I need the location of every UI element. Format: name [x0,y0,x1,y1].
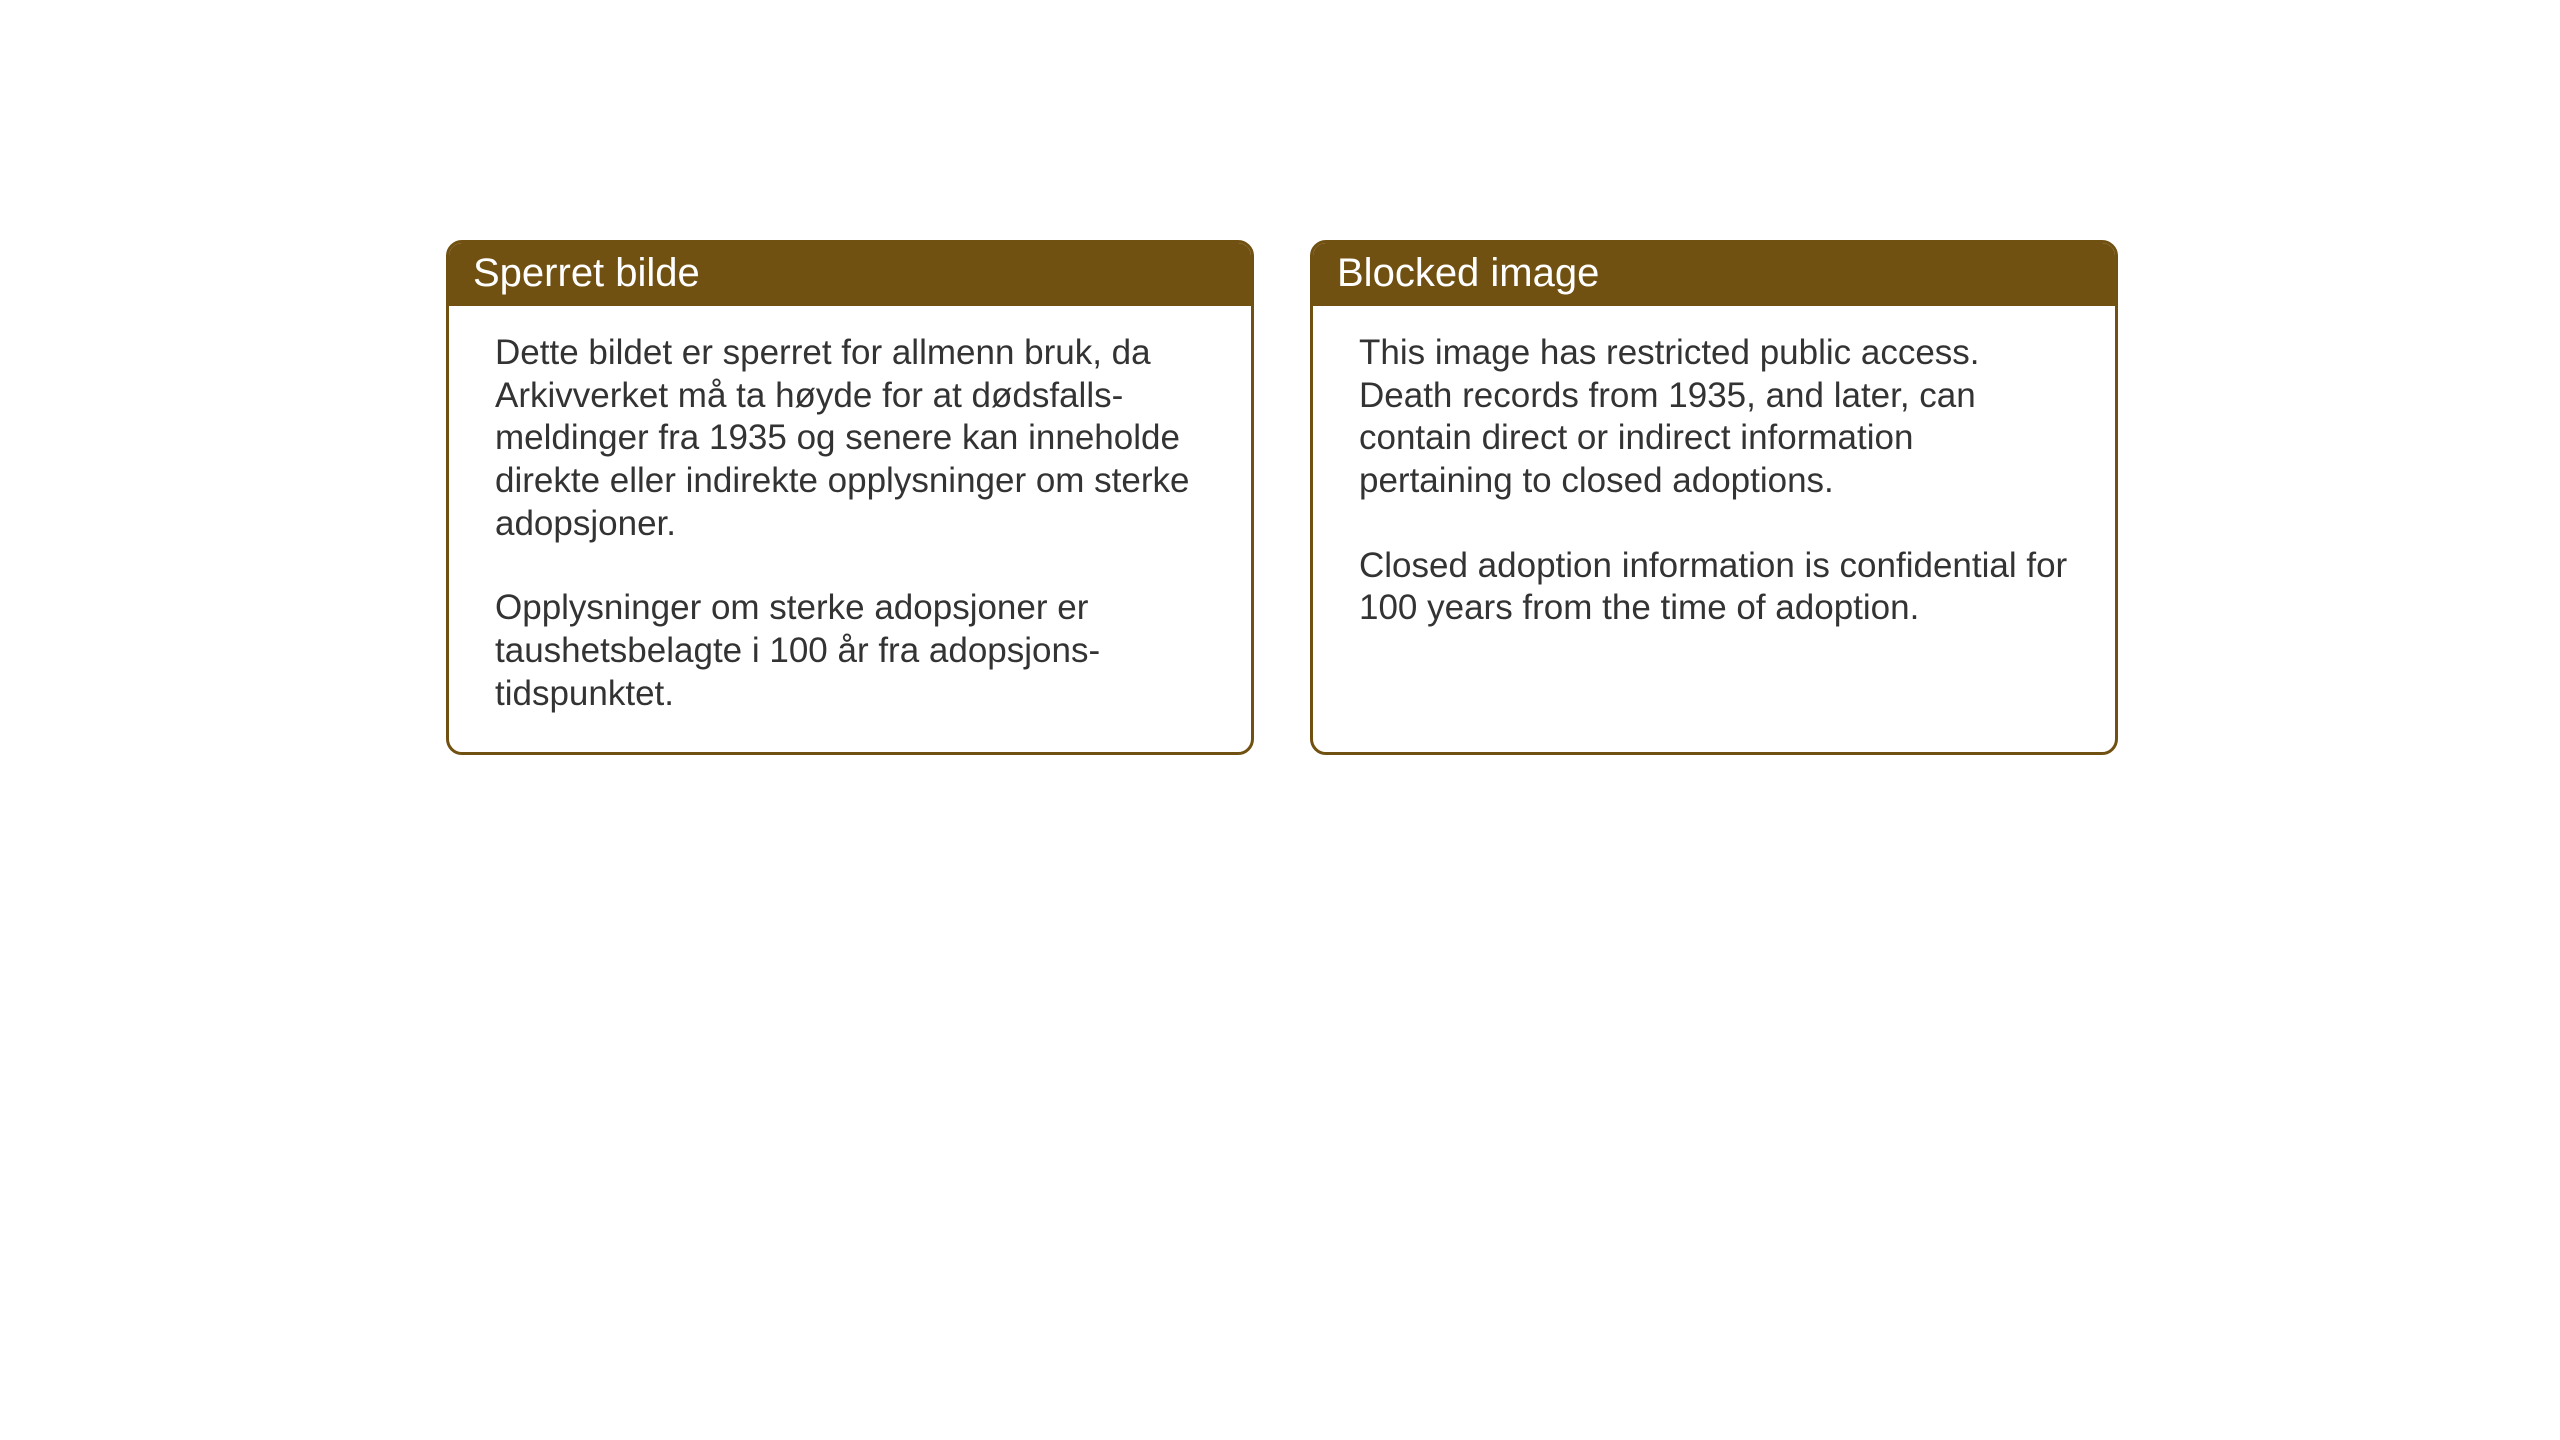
norwegian-paragraph-2: Opplysninger om sterke adopsjoner er tau… [495,587,1211,715]
english-notice-card: Blocked image This image has restricted … [1310,240,2118,755]
english-card-body: This image has restricted public access.… [1313,306,2115,666]
norwegian-paragraph-1: Dette bildet er sperret for allmenn bruk… [495,332,1211,545]
english-paragraph-2: Closed adoption information is confident… [1359,545,2075,630]
norwegian-card-title: Sperret bilde [449,243,1251,306]
english-card-title: Blocked image [1313,243,2115,306]
norwegian-card-body: Dette bildet er sperret for allmenn bruk… [449,306,1251,752]
notice-container: Sperret bilde Dette bildet er sperret fo… [446,240,2118,755]
norwegian-notice-card: Sperret bilde Dette bildet er sperret fo… [446,240,1254,755]
english-paragraph-1: This image has restricted public access.… [1359,332,2075,503]
